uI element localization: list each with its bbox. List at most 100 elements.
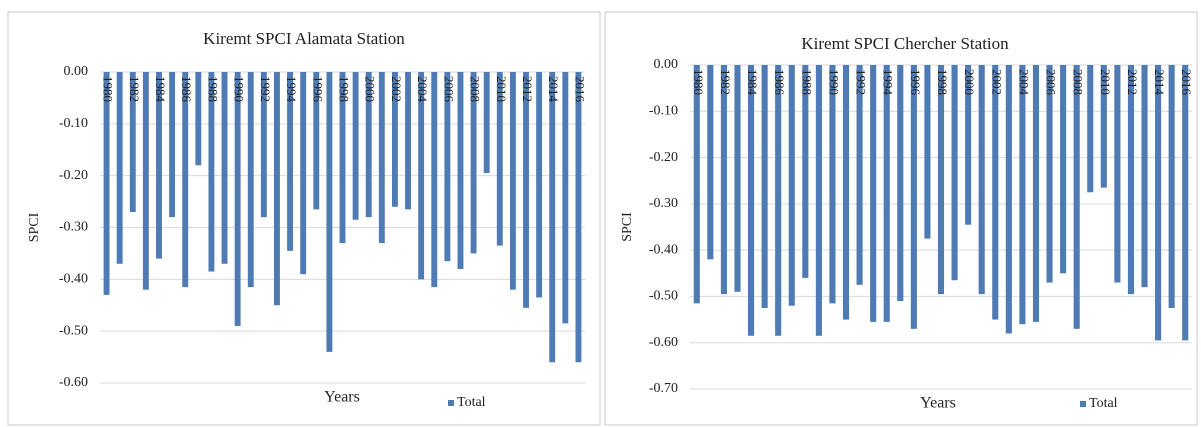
bar <box>352 72 359 220</box>
x-tick-label: 2016 <box>1179 69 1194 96</box>
bar <box>788 65 795 306</box>
bar <box>883 65 890 322</box>
y-tick-label: -0.30 <box>649 196 678 211</box>
y-tick-label: 0.00 <box>64 64 89 79</box>
bar <box>365 72 372 218</box>
x-tick-label: 1996 <box>908 69 923 96</box>
bar <box>870 65 877 322</box>
bar <box>470 72 477 254</box>
x-tick-label: 1996 <box>310 76 325 103</box>
chart-title: Kiremt SPCI Alamata Station <box>203 29 405 48</box>
x-tick-label: 1992 <box>258 76 273 102</box>
bar <box>1087 65 1094 193</box>
y-tick-label: -0.40 <box>649 242 678 257</box>
bar <box>156 72 162 259</box>
bar <box>775 65 782 336</box>
x-tick-label: 2010 <box>1098 69 1113 95</box>
x-tick-label: 2012 <box>1125 69 1140 95</box>
bar <box>720 65 727 295</box>
bar <box>1155 65 1162 341</box>
bar <box>496 72 503 246</box>
x-tick-label: 1994 <box>881 69 896 96</box>
bar <box>523 72 529 308</box>
bar <box>391 72 398 207</box>
x-tick-label: 1986 <box>772 69 787 96</box>
bar <box>208 72 215 272</box>
chart-title: Kiremt SPCI Chercher Station <box>801 34 1009 53</box>
x-tick-label: 2014 <box>1152 69 1167 96</box>
bar <box>815 65 822 336</box>
bar <box>300 72 307 275</box>
bar <box>734 65 741 292</box>
y-tick-label: 0.00 <box>654 57 679 72</box>
bar <box>339 72 346 244</box>
x-tick-label: 2006 <box>441 76 456 103</box>
legend-swatch <box>448 400 454 406</box>
bar <box>829 65 836 304</box>
bar <box>842 65 850 320</box>
x-tick-label: 1980 <box>691 69 706 95</box>
y-tick-label: -0.20 <box>59 168 88 183</box>
bar <box>274 72 280 306</box>
y-tick-label: -0.60 <box>59 375 88 390</box>
bar <box>221 72 228 264</box>
bar <box>1182 65 1189 341</box>
x-tick-label: 2000 <box>962 69 977 95</box>
x-tick-label: 2014 <box>546 76 561 103</box>
y-tick-label: -0.50 <box>649 289 678 304</box>
y-tick-label: -0.50 <box>59 323 88 338</box>
bar <box>247 72 254 288</box>
bar <box>693 65 700 304</box>
x-tick-label: 2008 <box>1071 69 1086 95</box>
x-axis-title: Years <box>324 389 360 406</box>
x-tick-label: 1984 <box>745 69 760 96</box>
bar <box>1019 65 1026 325</box>
x-tick-label: 1988 <box>205 76 220 102</box>
x-tick-label: 1998 <box>935 69 950 95</box>
y-axis-title: SPCI <box>27 212 42 242</box>
y-tick-label: -0.60 <box>649 335 678 350</box>
bar <box>326 72 333 352</box>
x-tick-label: 1994 <box>284 76 299 103</box>
legend-swatch <box>1080 401 1086 407</box>
bar <box>1060 65 1067 274</box>
bar <box>951 65 958 281</box>
bar <box>169 72 176 218</box>
bar <box>761 65 768 308</box>
bar <box>1114 65 1121 283</box>
bar <box>378 72 385 244</box>
bar <box>287 72 294 251</box>
y-tick-label: -0.40 <box>59 272 88 287</box>
bar <box>418 72 425 280</box>
x-tick-label: 1986 <box>179 76 194 103</box>
bar <box>142 72 149 290</box>
bar <box>483 72 490 174</box>
bar <box>1046 65 1053 283</box>
bar <box>965 65 972 225</box>
y-axis-title: SPCI <box>620 212 635 242</box>
bar <box>978 65 985 295</box>
bar <box>1141 65 1148 288</box>
x-tick-label: 1984 <box>153 76 168 103</box>
bar <box>405 72 411 210</box>
x-tick-label: 1982 <box>718 69 733 95</box>
y-tick-label: -0.20 <box>649 150 678 165</box>
x-tick-label: 2008 <box>468 76 483 102</box>
x-tick-label: 1988 <box>799 69 814 95</box>
y-tick-label: -0.10 <box>59 116 88 131</box>
legend-label: Total <box>1089 396 1118 411</box>
bar <box>562 72 569 324</box>
x-tick-label: 2016 <box>572 76 587 103</box>
y-tick-label: -0.70 <box>649 381 678 396</box>
bar <box>1127 65 1134 295</box>
bar <box>549 72 556 363</box>
x-tick-label: 2002 <box>989 69 1004 95</box>
bar <box>103 72 110 295</box>
x-tick-label: 1990 <box>232 76 247 102</box>
bar <box>116 72 123 264</box>
bar <box>1073 65 1080 329</box>
bar <box>509 72 516 290</box>
y-tick-label: -0.10 <box>649 104 678 119</box>
